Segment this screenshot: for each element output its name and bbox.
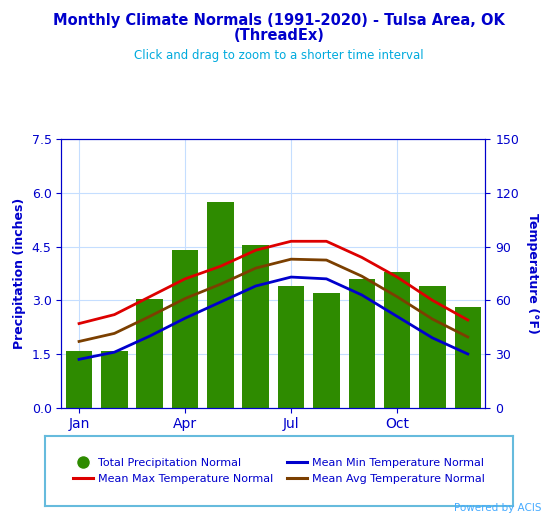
Y-axis label: Precipitation (inches): Precipitation (inches) <box>13 198 26 349</box>
Bar <box>172 250 198 408</box>
Text: Monthly Climate Normals (1991-2020) - Tulsa Area, OK: Monthly Climate Normals (1991-2020) - Tu… <box>53 13 505 28</box>
Text: (ThreadEx): (ThreadEx) <box>234 28 324 43</box>
Bar <box>207 202 234 408</box>
Bar <box>313 293 340 408</box>
Text: Click and drag to zoom to a shorter time interval: Click and drag to zoom to a shorter time… <box>134 49 424 62</box>
Legend: Total Precipitation Normal, Mean Max Temperature Normal, Mean Min Temperature No: Total Precipitation Normal, Mean Max Tem… <box>68 453 490 489</box>
Bar <box>384 272 410 408</box>
Bar <box>278 286 304 408</box>
Bar <box>243 245 269 408</box>
Bar <box>455 308 481 408</box>
Bar <box>66 351 92 408</box>
Bar <box>101 351 128 408</box>
Bar <box>137 299 163 408</box>
Y-axis label: Temperature (°F): Temperature (°F) <box>526 213 538 334</box>
Bar <box>349 279 375 408</box>
Bar <box>419 286 446 408</box>
Text: Powered by ACIS: Powered by ACIS <box>454 504 541 513</box>
